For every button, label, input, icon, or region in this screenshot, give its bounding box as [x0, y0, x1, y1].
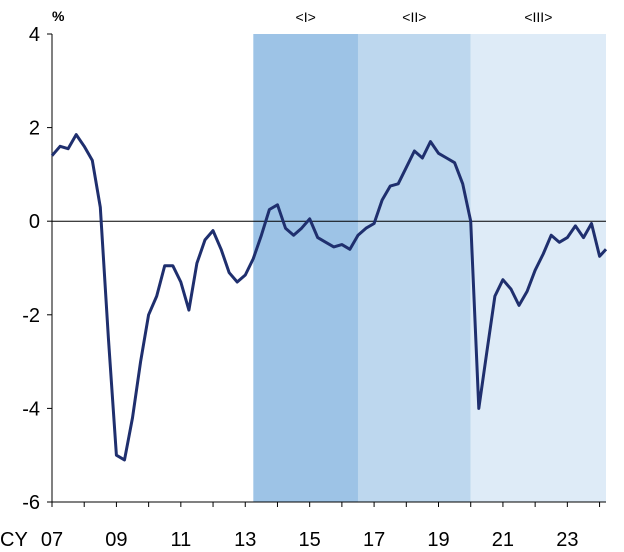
y-axis-unit-label: % — [52, 8, 65, 24]
x-tick-labels: 07 09 11 13 15 17 19 21 23 — [41, 529, 579, 551]
shaded-periods — [253, 34, 606, 502]
y-tick-label: -6 — [22, 492, 40, 514]
x-tick-label: 13 — [234, 529, 256, 551]
period-label: <II> — [402, 9, 426, 25]
axes — [47, 33, 606, 507]
x-tick-label: 15 — [299, 529, 321, 551]
period-label: <III> — [524, 9, 552, 25]
shaded-period-1 — [253, 34, 358, 502]
y-tick-labels: 4 2 0 -2 -4 -6 — [22, 24, 40, 514]
series-line — [50, 133, 608, 462]
series-line-1 — [50, 133, 608, 462]
x-axis-prefix-label: CY — [0, 529, 28, 551]
y-tick-label: -4 — [22, 398, 40, 420]
y-tick-label: 4 — [29, 24, 40, 46]
x-tick-label: 21 — [492, 529, 514, 551]
shaded-period-3 — [470, 34, 606, 502]
x-tick-label: 17 — [363, 529, 385, 551]
period-label: <I> — [296, 9, 316, 25]
x-tick-label: 07 — [41, 529, 63, 551]
period-labels: <I> <II> <III> — [296, 9, 553, 25]
shaded-period-2 — [357, 34, 471, 502]
y-tick-label: -2 — [22, 305, 40, 327]
x-tick-label: 09 — [105, 529, 127, 551]
y-tick-label: 2 — [29, 118, 40, 140]
x-tick-label: 23 — [556, 529, 578, 551]
x-tick-label: 11 — [170, 529, 191, 551]
x-tick-label: 19 — [427, 529, 449, 551]
y-tick-label: 0 — [29, 211, 40, 233]
